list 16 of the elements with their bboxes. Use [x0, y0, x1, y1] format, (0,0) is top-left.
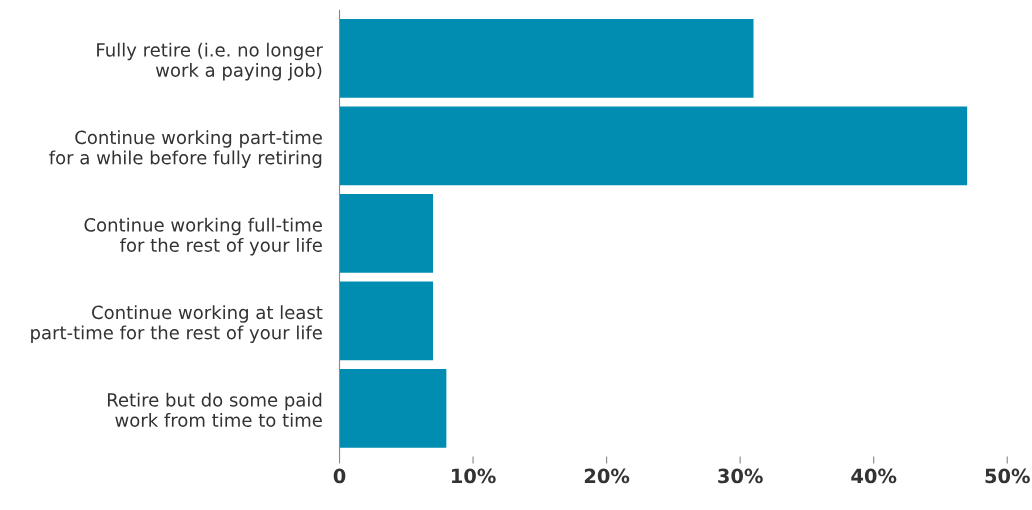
bar — [339, 18, 754, 98]
bar — [339, 281, 434, 361]
x-tick-label: 30% — [718, 468, 763, 484]
x-tick-label: 0 — [333, 468, 346, 484]
bar — [339, 368, 447, 448]
bar — [339, 193, 434, 273]
y-tick-label: Retire but do some paid work from time to time — [107, 392, 322, 427]
x-tick-label: 20% — [584, 468, 630, 484]
x-tick-label: 10% — [451, 468, 496, 484]
bar — [339, 106, 968, 186]
x-tick-label: 40% — [851, 468, 897, 484]
y-tick-label: Fully retire (i.e. no longer work a paying job) — [97, 42, 323, 81]
x-tick-label: 50% — [985, 468, 1030, 484]
y-tick-label: Continue working part-time for a while before fully retiring — [49, 130, 322, 168]
y-tick-label: Continue working full-time for the rest of your life — [84, 217, 322, 256]
y-tick-label: Continue working at least part-time for the rest of your life — [31, 305, 323, 343]
